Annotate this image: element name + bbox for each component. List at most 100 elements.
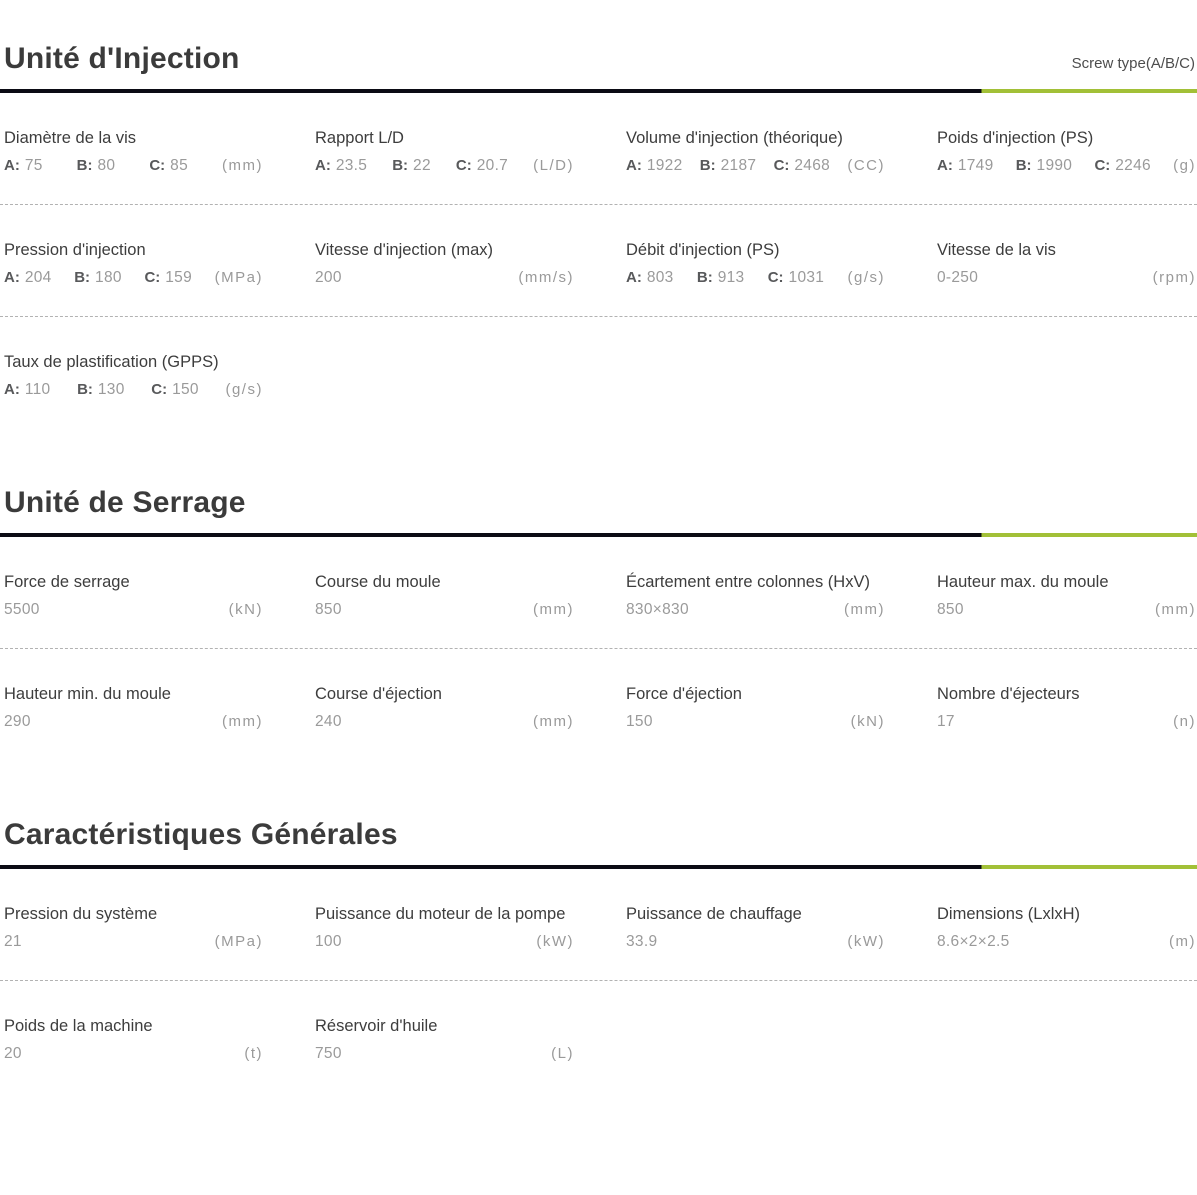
spec-cell-ld-ratio: Rapport L/D A: 23.5 B: 22 C: 20.7 (L/D) bbox=[315, 129, 574, 175]
spec-label: Vitesse de la vis bbox=[937, 241, 1056, 259]
section-title: Unité d'Injection bbox=[4, 42, 240, 75]
spec-values: A: 803 B: 913 C: 1031 (g/s) bbox=[626, 269, 885, 287]
spec-label: Débit d'injection (PS) bbox=[626, 241, 780, 259]
spec-unit: (MPa) bbox=[214, 269, 263, 286]
spec-unit: (CC) bbox=[847, 157, 885, 174]
section-title: Unité de Serrage bbox=[4, 486, 246, 519]
variant-key: C: bbox=[151, 381, 168, 398]
screw-type-note: Screw type(A/B/C) bbox=[1071, 55, 1195, 72]
spec-value: 5500 bbox=[4, 601, 40, 618]
spec-unit: (kN) bbox=[850, 713, 885, 730]
spec-cell-injection-volume: Volume d'injection (théorique) A: 1922 B:… bbox=[626, 129, 885, 175]
variant-key: B: bbox=[699, 157, 716, 174]
spec-sheet: Unité d'Injection Screw type(A/B/C) Diam… bbox=[0, 42, 1197, 1092]
spec-unit: (g/s) bbox=[847, 269, 885, 286]
spec-values: 5500 (kN) bbox=[4, 601, 263, 619]
section-injection-unit: Unité d'Injection Screw type(A/B/C) Diam… bbox=[0, 42, 1197, 428]
spec-label: Dimensions (LxlxH) bbox=[937, 905, 1081, 923]
variant-c: C: 20.7 bbox=[456, 157, 508, 175]
spec-value: 750 bbox=[315, 1045, 342, 1062]
variant-value: 913 bbox=[717, 269, 745, 286]
variant-value: 1031 bbox=[788, 269, 825, 286]
spec-label: Puissance de chauffage bbox=[626, 905, 802, 923]
spec-cell-oil-tank: Réservoir d'huile 750 (L) bbox=[315, 1017, 574, 1063]
variant-value: 130 bbox=[97, 381, 125, 398]
variant-b: B: 913 bbox=[697, 269, 745, 287]
variant-b: B: 1990 bbox=[1016, 157, 1073, 175]
spec-row: Taux de plastification (GPPS) A: 110 B: 13… bbox=[0, 316, 1197, 428]
variant-value: 23.5 bbox=[335, 157, 368, 174]
variant-key: C: bbox=[144, 269, 161, 286]
variant-key: B: bbox=[1015, 157, 1032, 174]
spec-unit: (t) bbox=[244, 1045, 263, 1062]
variant-value: 22 bbox=[413, 157, 431, 174]
spec-unit: (mm) bbox=[844, 601, 885, 618]
spec-label: Diamètre de la vis bbox=[4, 129, 137, 147]
variant-key: A: bbox=[626, 269, 642, 286]
variant-a: A: 1749 bbox=[937, 157, 994, 175]
variant-b: B: 2187 bbox=[700, 157, 757, 175]
variant-value: 1922 bbox=[646, 157, 683, 174]
variant-key: C: bbox=[1094, 157, 1111, 174]
spec-unit: (kN) bbox=[228, 601, 263, 618]
spec-value: 200 bbox=[315, 269, 342, 286]
spec-label: Pression d'injection bbox=[4, 241, 146, 259]
variant-c: C: 2468 bbox=[774, 157, 831, 175]
spec-values: 0-250 (rpm) bbox=[937, 269, 1196, 287]
spec-value: 21 bbox=[4, 933, 22, 950]
section-header: Unité de Serrage bbox=[0, 486, 1197, 520]
spec-label: Puissance du moteur de la pompe bbox=[315, 905, 566, 923]
spec-unit: (n) bbox=[1173, 713, 1196, 730]
spec-values: 750 (L) bbox=[315, 1045, 574, 1063]
spec-value: 17 bbox=[937, 713, 955, 730]
spec-label: Course du moule bbox=[315, 573, 441, 591]
spec-row: Diamètre de la vis A: 75 B: 80 C: 85 (mm) R… bbox=[0, 93, 1197, 204]
spec-values: 290 (mm) bbox=[4, 713, 263, 731]
spec-values: 20 (t) bbox=[4, 1045, 263, 1063]
spec-value: 850 bbox=[937, 601, 964, 618]
spec-cell-max-mold-height: Hauteur max. du moule 850 (mm) bbox=[937, 573, 1196, 619]
variant-key: C: bbox=[455, 157, 472, 174]
spec-cell-injection-speed: Vitesse d'injection (max) 200 (mm/s) bbox=[315, 241, 574, 287]
variant-key: B: bbox=[77, 381, 93, 398]
spec-label: Nombre d'éjecteurs bbox=[937, 685, 1080, 703]
spec-values: 150 (kN) bbox=[626, 713, 885, 731]
spec-cell-injection-pressure: Pression d'injection A: 204 B: 180 C: 159 (… bbox=[4, 241, 263, 287]
section-rule bbox=[0, 533, 1197, 537]
variant-value: 2468 bbox=[794, 157, 831, 174]
variant-key: A: bbox=[4, 381, 20, 398]
spec-cell-plasticizing-rate: Taux de plastification (GPPS) A: 110 B: 13… bbox=[4, 353, 263, 399]
variant-c: C: 150 bbox=[151, 381, 199, 399]
spec-value: 8.6×2×2.5 bbox=[937, 933, 1010, 950]
spec-cell-injection-rate: Débit d'injection (PS) A: 803 B: 913 C: 103… bbox=[626, 241, 885, 287]
variant-key: A: bbox=[626, 157, 642, 174]
variant-key: B: bbox=[76, 157, 93, 174]
variant-value: 20.7 bbox=[476, 157, 509, 174]
section-rule bbox=[0, 865, 1197, 869]
section-general-characteristics: Caractéristiques Générales Pression du s… bbox=[0, 818, 1197, 1092]
spec-unit: (mm) bbox=[222, 157, 263, 174]
spec-row: Pression du système 21 (MPa) Puissance d… bbox=[0, 869, 1197, 980]
variant-c: C: 2246 bbox=[1094, 157, 1151, 175]
variant-value: 85 bbox=[170, 157, 189, 174]
spec-cell-heating-power: Puissance de chauffage 33.9 (kW) bbox=[626, 905, 885, 951]
spec-cell-pump-motor-power: Puissance du moteur de la pompe 100 (kW) bbox=[315, 905, 574, 951]
section-rule bbox=[0, 89, 1197, 93]
spec-value: 240 bbox=[315, 713, 342, 730]
spec-label: Volume d'injection (théorique) bbox=[626, 129, 843, 147]
spec-unit: (mm) bbox=[533, 601, 574, 618]
spec-cell-dimensions: Dimensions (LxlxH) 8.6×2×2.5 (m) bbox=[937, 905, 1196, 951]
variant-c: C: 85 bbox=[149, 157, 188, 175]
variant-key: C: bbox=[149, 157, 166, 174]
spec-unit: (mm/s) bbox=[518, 269, 574, 286]
spec-values: 21 (MPa) bbox=[4, 933, 263, 951]
spec-values: A: 110 B: 130 C: 150 (g/s) bbox=[4, 381, 263, 399]
spec-label: Rapport L/D bbox=[315, 129, 404, 147]
spec-label: Réservoir d'huile bbox=[315, 1017, 438, 1035]
spec-label: Hauteur max. du moule bbox=[937, 573, 1109, 591]
variant-key: A: bbox=[315, 157, 331, 174]
variant-value: 180 bbox=[95, 269, 122, 286]
spec-label: Vitesse d'injection (max) bbox=[315, 241, 494, 259]
variant-a: A: 75 bbox=[4, 157, 43, 175]
spec-cell-machine-weight: Poids de la machine 20 (t) bbox=[4, 1017, 263, 1063]
